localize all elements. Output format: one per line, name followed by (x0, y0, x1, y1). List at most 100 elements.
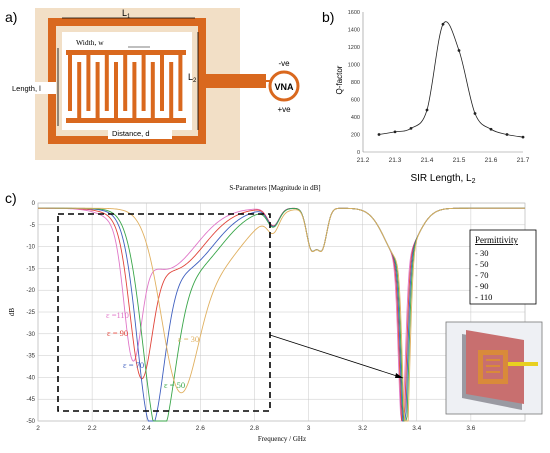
q-factor-ytick: 400 (351, 115, 360, 121)
legend-item: - 50 (475, 259, 488, 269)
q-factor-ytick: 600 (351, 98, 360, 104)
q-factor-ytick: 1600 (348, 10, 360, 16)
panel-b-label: b) (322, 9, 334, 25)
s-param-ytick: -45 (26, 397, 35, 403)
width-box (72, 36, 144, 48)
q-factor-point (489, 127, 493, 131)
q-factor-ytick: 0 (357, 150, 360, 156)
model-inset (445, 321, 543, 415)
s-param-xtick: 2.6 (196, 425, 205, 432)
comb-finger (104, 55, 109, 111)
s-param-ytick: -30 (26, 332, 35, 338)
legend-items: - 30- 50- 70- 90- 110 (475, 248, 492, 302)
l2-label: L2 (188, 72, 197, 84)
vna-negative: -ve (278, 59, 290, 68)
permittivity-legend: Permittivity - 30- 50- 70- 90- 110 (469, 229, 537, 305)
comb-finger (132, 62, 137, 118)
comb-finger (169, 62, 174, 118)
zoom-box (57, 213, 271, 412)
q-factor-xtick: 21.4 (421, 157, 434, 164)
comb-finger (178, 55, 183, 111)
s-param-ytick: -35 (26, 354, 35, 360)
s-param-grid: 2 2.2 2.4 2.6 2.8 3 3.2 3.4 3.6 0 -5 -10 -15 -20 -25 -3… (26, 201, 525, 432)
vna-port (268, 70, 300, 102)
curve-label: ε = 30 (178, 334, 199, 344)
legend-title: Permittivity (475, 235, 519, 245)
q-factor-point (409, 126, 413, 130)
q-factor-point (457, 49, 461, 52)
q-factor-point (425, 108, 429, 112)
zoom-pointer-arrowhead (395, 373, 403, 378)
s-param-ytick: -25 (26, 310, 35, 316)
legend-item: - 110 (475, 292, 492, 302)
outer-ring (48, 18, 206, 144)
l1-label: L1 (122, 8, 131, 20)
comb-finger (77, 62, 82, 118)
s-param-title: S-Parameters [Magnitude in dB] (229, 184, 320, 192)
panel-c-label: c) (5, 190, 17, 206)
q-factor-xtick: 21.3 (389, 157, 402, 164)
s-param-xtick: 3.4 (412, 425, 421, 432)
s-param-curves (38, 207, 525, 422)
comb-finger (95, 62, 100, 118)
distance-label: Distance, d (112, 129, 150, 138)
s-param-curve (38, 207, 525, 422)
q-factor-axes: 0 200 400 600 800 1000 1200 1400 1600 21.2 21.3 21.… (348, 10, 530, 164)
comb-finger (123, 55, 128, 111)
s-param-xtick: 2.4 (142, 425, 151, 432)
comb-finger (150, 62, 155, 118)
q-factor-curve (378, 21, 524, 138)
legend-item: - 70 (475, 270, 488, 280)
q-factor-ytick: 200 (351, 133, 360, 139)
s-param-ytick: -20 (26, 288, 35, 294)
interdigital-fingers (66, 50, 186, 123)
q-factor-point (393, 130, 397, 134)
comb-finger (160, 55, 164, 111)
q-factor-xtick: 21.5 (453, 157, 466, 164)
feed-line (206, 74, 266, 88)
q-factor-xtick: 21.7 (517, 157, 530, 164)
curve-labels: ε =110 ε = 90 ε = 30 ε = 70 ε = 50 (106, 310, 199, 390)
comb-finger (68, 55, 72, 111)
s-param-xtick: 2 (36, 425, 40, 432)
width-label: Width, w (76, 38, 104, 47)
s-param-xtick: 2.2 (88, 425, 97, 432)
comb-finger (141, 55, 146, 111)
s-param-xtick: 3.2 (358, 425, 367, 432)
s-param-ytick: 0 (32, 201, 36, 207)
inset-feed (508, 362, 538, 366)
q-factor-point (521, 135, 525, 139)
vna-label: VNA (274, 82, 294, 92)
bottom-comb-bar (66, 118, 186, 123)
q-factor-ylabel: Q-factor (335, 65, 344, 94)
q-factor-xtick: 21.6 (485, 157, 498, 164)
q-factor-xlabel: SIR Length, L2 (410, 173, 475, 185)
comb-finger (86, 55, 91, 111)
legend-box (469, 229, 537, 305)
length-box (10, 82, 56, 94)
top-comb-bar (66, 50, 186, 55)
s-parameter-chart: 2 2.2 2.4 2.6 2.8 3 3.2 3.4 3.6 0 -5 -10 -15 -20 -25 -3… (8, 201, 543, 443)
s-param-ytick: -10 (26, 245, 35, 251)
s-param-xtick: 3.6 (466, 425, 475, 432)
s-param-xtick: 3 (307, 425, 311, 432)
q-factor-ytick: 1000 (348, 63, 360, 69)
panel-a-label: a) (5, 9, 17, 25)
s-param-xlabel: Frequency / GHz (258, 435, 306, 443)
length-label: Length, l (12, 84, 41, 93)
zoom-pointer-line (269, 334, 404, 379)
q-factor-point (505, 133, 509, 136)
s-param-ytick: -40 (26, 375, 35, 381)
curve-label: ε =110 (106, 310, 129, 320)
comb-finger (114, 62, 118, 118)
q-factor-points (377, 22, 525, 139)
s-param-ylabel: dB (8, 308, 16, 317)
q-factor-point (473, 112, 477, 115)
curve-label: ε = 70 (123, 360, 144, 370)
legend-item: - 90 (475, 281, 488, 291)
s-param-ytick: -50 (26, 419, 35, 425)
curve-label: ε = 90 (107, 328, 128, 338)
q-factor-xtick: 21.2 (357, 157, 370, 164)
s-param-ytick: -5 (30, 223, 36, 229)
curve-label: ε = 50 (164, 380, 185, 390)
